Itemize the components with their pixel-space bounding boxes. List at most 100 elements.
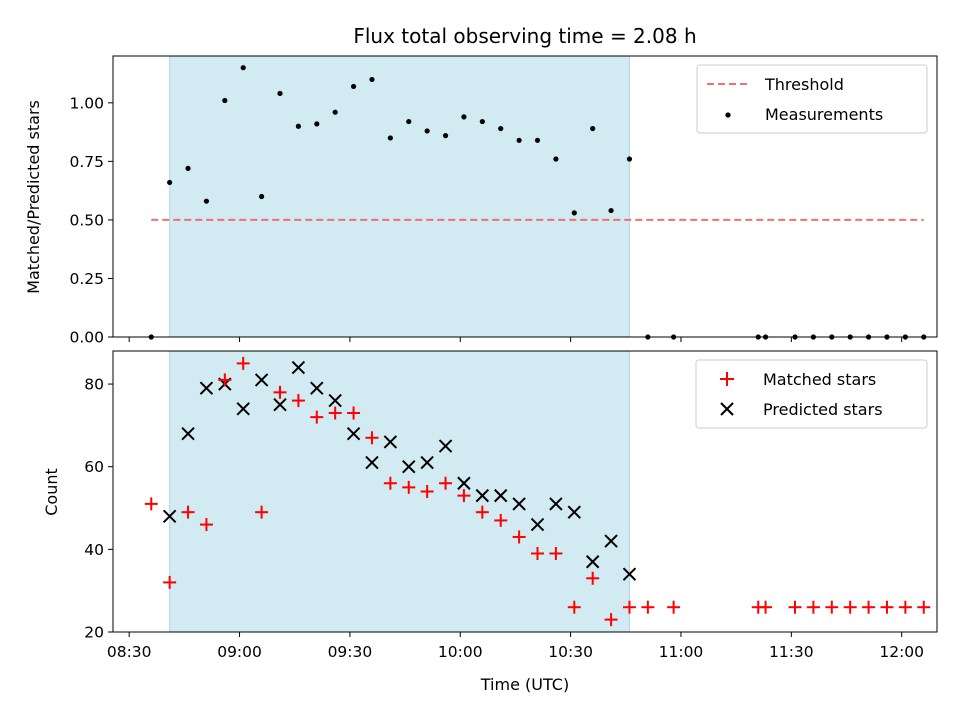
predicted-point — [199, 381, 214, 395]
measurement-point — [259, 193, 265, 200]
predicted-point — [475, 488, 490, 503]
matched-point — [457, 489, 471, 503]
predicted-legend-swatch — [720, 402, 734, 416]
measurement-point — [332, 109, 338, 115]
matched-point — [439, 476, 453, 490]
predicted-point — [236, 402, 250, 416]
count-y-ticks: 20 40 60 80 — [84, 376, 113, 642]
y-tick-label: 20 — [84, 624, 104, 642]
measurement-point — [350, 83, 357, 90]
x-tick-label: 09:00 — [217, 643, 262, 661]
measurement-point — [534, 137, 541, 143]
count-panel: 20 40 60 80 08:30 09:00 09:30 10:00 10:30 11:00 1… — [42, 350, 938, 694]
x-tick-label: 09:30 — [328, 643, 373, 661]
y-tick-label: 80 — [84, 376, 104, 394]
count-predicted-points — [162, 360, 637, 581]
matched-point — [255, 505, 269, 519]
measurement-point — [626, 156, 633, 162]
matched-point — [144, 497, 158, 511]
measurement-point — [387, 135, 393, 141]
measurement-point — [240, 65, 246, 71]
predicted-point — [273, 398, 287, 412]
matched-legend-swatch — [720, 372, 734, 386]
matched-point — [880, 600, 894, 614]
y-tick-label: 0.75 — [69, 153, 104, 171]
predicted-point — [346, 426, 361, 441]
predicted-point — [383, 435, 398, 449]
measurement-point — [590, 125, 596, 132]
measurement-point — [406, 118, 412, 125]
measurement-point — [203, 198, 210, 204]
measurement-point — [498, 125, 504, 132]
predicted-point — [457, 476, 471, 490]
matched-point — [667, 600, 681, 614]
predicted-point — [549, 497, 563, 511]
matched-point — [898, 600, 912, 614]
matched-point — [218, 373, 232, 387]
measurement-point — [277, 90, 283, 97]
predicted-point — [438, 439, 453, 453]
measurement-point — [424, 128, 430, 134]
predicted-point — [365, 455, 379, 470]
ratio-x-ticks — [128, 337, 903, 342]
matched-point — [641, 600, 655, 614]
y-tick-label: 60 — [84, 458, 104, 476]
matched-point — [291, 394, 305, 408]
matched-point — [512, 530, 526, 544]
predicted-point — [530, 517, 545, 532]
threshold-legend-label: Threshold — [764, 75, 844, 94]
predicted-point — [310, 381, 324, 395]
predicted-point — [328, 393, 342, 408]
matched-point — [825, 600, 839, 614]
matched-point — [383, 476, 397, 490]
x-tick-label: 10:30 — [548, 643, 593, 661]
matched-point — [494, 513, 508, 527]
measurement-point — [553, 156, 559, 162]
matched-point — [163, 575, 177, 589]
matched-point — [759, 600, 773, 614]
measurement-point — [222, 97, 228, 104]
measurement-point — [167, 179, 173, 186]
matched-point — [788, 600, 802, 614]
matched-point — [402, 480, 416, 494]
matched-legend-label: Matched stars — [763, 370, 876, 389]
matched-point — [549, 546, 563, 560]
y-tick-label: 1.00 — [69, 94, 104, 112]
count-x-ticks: 08:30 09:00 09:30 10:00 10:30 11:00 11:30 12:00 — [107, 632, 924, 661]
y-tick-label: 0.00 — [69, 329, 104, 347]
count-y-axis-label: Count — [42, 468, 61, 516]
matched-point — [843, 600, 857, 614]
observing-window-span — [169, 350, 630, 633]
matched-point — [567, 600, 581, 614]
matched-point — [586, 571, 600, 585]
predicted-point — [420, 455, 434, 470]
ratio-plot-frame — [112, 55, 938, 338]
ratio-y-ticks: 0.00 0.25 0.50 0.75 1.00 — [69, 94, 113, 347]
x-tick-label: 10:00 — [438, 643, 483, 661]
matched-point — [531, 546, 545, 560]
matched-point — [862, 600, 876, 614]
ratio-legend: Threshold Measurements — [696, 64, 928, 134]
matched-point — [273, 385, 287, 399]
ratio-y-axis-label: Matched/Predicted stars — [24, 100, 43, 294]
measurement-point — [442, 133, 449, 139]
y-tick-label: 0.25 — [69, 270, 104, 288]
chart-title: Flux total observing time = 2.08 h — [353, 24, 696, 48]
matched-point — [420, 485, 434, 498]
measurement-point — [516, 137, 522, 143]
matched-point — [236, 356, 250, 370]
matched-point — [365, 431, 379, 445]
matched-point — [199, 518, 213, 532]
measurements-legend-swatch — [725, 112, 731, 118]
ratio-measurements — [148, 65, 927, 340]
y-tick-label: 0.50 — [69, 211, 104, 229]
ratio-panel: 0.00 0.25 0.50 0.75 1.00 Matched/Predicted s… — [24, 55, 938, 347]
ratio-legend-box — [696, 64, 928, 134]
measurement-point — [571, 210, 577, 216]
measurement-point — [608, 207, 614, 214]
matched-point — [622, 600, 636, 614]
predicted-point — [567, 505, 581, 519]
predicted-point — [402, 459, 416, 474]
matched-point — [917, 600, 931, 614]
